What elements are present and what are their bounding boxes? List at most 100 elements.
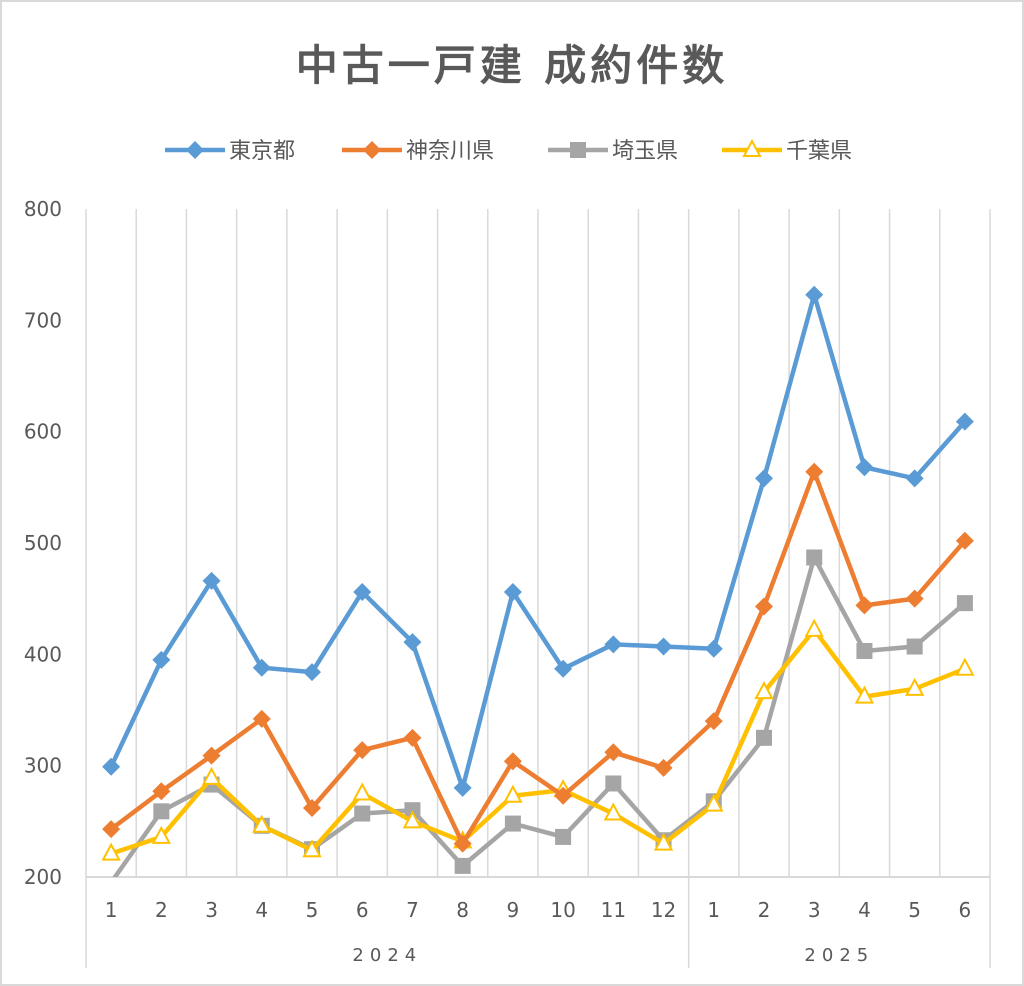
legend-label: 東京都 bbox=[229, 139, 295, 164]
diamond-marker bbox=[403, 728, 422, 747]
diamond-marker bbox=[152, 782, 171, 801]
square-marker bbox=[404, 802, 421, 819]
legend-label: 埼玉県 bbox=[612, 139, 678, 164]
y-tick-label: 800 bbox=[24, 197, 62, 221]
diamond-marker bbox=[503, 582, 522, 601]
legend-item: 埼玉県 bbox=[548, 139, 678, 164]
legend-label: 千葉県 bbox=[786, 139, 852, 164]
series-line bbox=[109, 292, 967, 791]
diamond-marker bbox=[654, 637, 673, 656]
y-tick-label: 500 bbox=[24, 531, 62, 555]
legend-item: 千葉県 bbox=[722, 138, 852, 164]
y-tick-label: 600 bbox=[24, 420, 62, 444]
legend-item: 東京都 bbox=[165, 139, 295, 164]
diamond-marker bbox=[755, 597, 773, 616]
triangle-marker bbox=[151, 825, 171, 844]
triangle-marker bbox=[742, 138, 762, 157]
series-1 bbox=[102, 462, 974, 853]
square-marker bbox=[605, 775, 622, 792]
triangle-marker bbox=[754, 681, 774, 700]
diamond-marker bbox=[353, 582, 372, 601]
x-tick-label: 10 bbox=[550, 898, 575, 922]
diamond-marker bbox=[202, 571, 221, 590]
diamond-marker bbox=[604, 743, 623, 762]
triangle-marker bbox=[905, 677, 925, 696]
series-3 bbox=[101, 618, 975, 861]
x-tick-label: 2 bbox=[155, 898, 168, 922]
diamond-marker bbox=[855, 596, 874, 615]
diamond-marker bbox=[955, 531, 974, 550]
chart-title: 中古一戸建 成約件数 bbox=[295, 41, 729, 90]
x-tick-label: 1 bbox=[707, 898, 720, 922]
square-marker bbox=[856, 642, 873, 659]
square-marker bbox=[454, 857, 471, 874]
square-marker bbox=[153, 803, 170, 820]
triangle-marker bbox=[352, 782, 372, 801]
square-marker bbox=[806, 549, 823, 566]
diamond-marker bbox=[403, 633, 422, 652]
diamond-marker bbox=[955, 412, 974, 431]
year-label: 2024 bbox=[352, 945, 422, 966]
diamond-marker bbox=[363, 141, 381, 159]
square-marker bbox=[956, 595, 973, 612]
triangle-marker bbox=[854, 685, 875, 704]
square-marker bbox=[906, 638, 923, 655]
triangle-marker bbox=[252, 814, 272, 833]
diamond-marker bbox=[252, 709, 271, 728]
diamond-marker bbox=[704, 639, 723, 658]
square-marker bbox=[555, 828, 572, 845]
diamond-marker bbox=[604, 635, 623, 654]
square-marker bbox=[504, 815, 521, 832]
diamond-marker bbox=[102, 820, 121, 839]
diamond-marker bbox=[905, 589, 924, 608]
diamond-marker bbox=[805, 285, 824, 304]
diamond-marker bbox=[186, 141, 204, 159]
year-label: 2025 bbox=[804, 945, 874, 966]
x-tick-label: 6 bbox=[959, 898, 972, 922]
x-tick-label: 6 bbox=[356, 898, 369, 922]
diamond-marker bbox=[252, 658, 271, 677]
series-0 bbox=[102, 285, 974, 797]
square-marker bbox=[354, 805, 371, 822]
diamond-marker bbox=[805, 462, 824, 481]
diamond-marker bbox=[202, 746, 221, 765]
x-tick-label: 2 bbox=[758, 898, 771, 922]
diamond-marker bbox=[905, 469, 924, 488]
x-tick-label: 5 bbox=[306, 898, 319, 922]
diamond-marker bbox=[102, 757, 121, 776]
diamond-marker bbox=[353, 741, 372, 760]
diamond-marker bbox=[755, 469, 773, 488]
legend-item: 神奈川県 bbox=[342, 139, 494, 164]
diamond-marker bbox=[303, 663, 321, 682]
y-tick-label: 300 bbox=[24, 754, 62, 778]
diamond-marker bbox=[303, 798, 321, 817]
triangle-marker bbox=[603, 802, 623, 821]
x-tick-label: 1 bbox=[105, 898, 118, 922]
y-tick-label: 400 bbox=[24, 642, 62, 666]
legend-label: 神奈川県 bbox=[406, 139, 494, 164]
x-tick-label: 5 bbox=[908, 898, 921, 922]
diamond-marker bbox=[654, 758, 673, 777]
diamond-marker bbox=[152, 650, 171, 669]
diamond-marker bbox=[453, 778, 472, 797]
triangle-marker bbox=[955, 657, 975, 676]
x-tick-label: 3 bbox=[205, 898, 218, 922]
x-tick-label: 4 bbox=[255, 898, 268, 922]
series-line bbox=[110, 627, 966, 856]
diamond-marker bbox=[554, 786, 573, 805]
triangle-marker bbox=[653, 832, 674, 851]
triangle-marker bbox=[201, 766, 222, 785]
x-tick-label: 8 bbox=[456, 898, 469, 922]
x-tick-label: 3 bbox=[808, 898, 821, 922]
triangle-marker bbox=[704, 793, 724, 812]
triangle-marker bbox=[402, 810, 423, 829]
triangle-marker bbox=[503, 784, 523, 803]
x-tick-label: 9 bbox=[507, 898, 520, 922]
triangle-marker bbox=[302, 839, 322, 858]
x-tick-label: 4 bbox=[858, 898, 871, 922]
x-tick-label: 12 bbox=[651, 898, 676, 922]
series-line bbox=[109, 469, 967, 846]
y-tick-label: 700 bbox=[24, 308, 62, 332]
y-tick-label: 200 bbox=[24, 865, 62, 889]
